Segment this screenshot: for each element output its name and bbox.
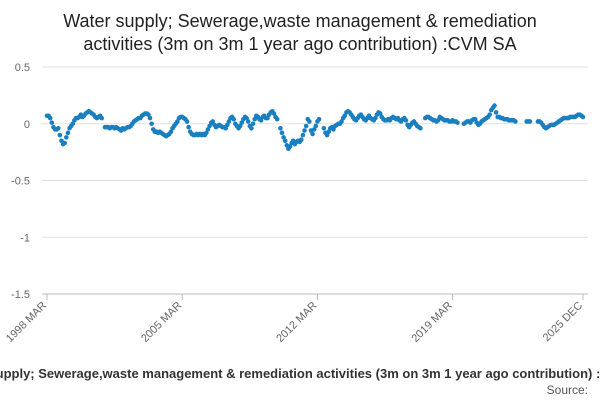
data-point — [373, 115, 378, 121]
data-point — [64, 135, 69, 140]
data-point — [49, 120, 55, 125]
data-point — [271, 111, 277, 116]
data-point — [226, 119, 232, 124]
data-point — [307, 119, 312, 124]
data-point — [455, 120, 460, 125]
data-point — [250, 121, 256, 127]
data-point — [147, 115, 153, 121]
data-point — [580, 114, 586, 120]
data-point — [239, 120, 245, 125]
data-point — [377, 111, 383, 116]
data-point — [299, 137, 304, 142]
y-tick-label: 0 — [24, 119, 30, 131]
data-point — [493, 110, 499, 115]
data-point — [487, 112, 492, 117]
chart-title: Water supply; Sewerage,waste management … — [63, 11, 537, 31]
data-point — [224, 122, 230, 128]
data-point — [403, 118, 409, 123]
data-point — [149, 121, 154, 127]
data-point — [57, 132, 63, 138]
data-point — [310, 131, 315, 137]
data-point — [324, 132, 330, 138]
data-point — [339, 119, 344, 124]
data-point — [326, 129, 331, 134]
data-point — [175, 119, 180, 124]
data-point — [316, 116, 322, 122]
data-point — [65, 130, 71, 136]
data-point — [331, 127, 336, 132]
data-point — [99, 115, 105, 121]
data-point — [168, 129, 174, 134]
data-point — [300, 132, 306, 138]
data-point — [186, 124, 191, 130]
data-point — [47, 115, 53, 121]
x-tick-label: 2005 MAR — [139, 300, 184, 345]
data-point — [279, 130, 285, 136]
data-point — [287, 144, 293, 149]
data-point — [278, 125, 283, 131]
data-point — [281, 135, 286, 140]
data-point — [527, 119, 533, 124]
data-point — [249, 125, 254, 131]
data-point — [418, 125, 423, 131]
data-point — [62, 140, 68, 146]
x-tick-label: 2019 MAR — [409, 300, 454, 345]
data-point — [311, 127, 317, 132]
data-point — [146, 112, 151, 117]
data-point — [513, 119, 518, 124]
data-point — [258, 118, 264, 123]
data-point — [223, 125, 228, 131]
legend-entry: Water supply; Sewerage,waste management … — [0, 366, 600, 381]
y-tick-label: -1.5 — [11, 289, 30, 301]
data-point — [55, 125, 61, 131]
data-point — [184, 119, 190, 124]
x-tick-label: 2025 DEC — [541, 300, 585, 344]
data-point — [321, 125, 327, 131]
data-point — [265, 115, 270, 121]
data-point — [252, 116, 257, 122]
data-point — [245, 119, 251, 124]
source: Source: — [547, 383, 588, 397]
data-point — [472, 116, 478, 122]
data-point — [244, 115, 249, 121]
data-point — [70, 121, 76, 127]
data-point — [282, 138, 288, 144]
data-point — [313, 123, 319, 129]
data-point — [435, 118, 441, 123]
data-point — [302, 128, 307, 133]
data-point — [342, 113, 348, 119]
data-point — [204, 130, 209, 136]
data-point — [231, 116, 237, 122]
x-tick-label: 1998 MAR — [4, 300, 49, 345]
data-point — [274, 116, 280, 122]
chart-title: activities (3m on 3m 1 year ago contribu… — [83, 34, 516, 54]
x-tick-label: 2012 MAR — [274, 300, 319, 345]
data-point — [492, 103, 497, 108]
data-point — [207, 123, 212, 129]
data-point — [205, 127, 211, 132]
y-tick-label: -1 — [20, 232, 30, 244]
data-point — [303, 123, 309, 129]
data-point — [59, 138, 64, 144]
y-tick-label: 0.5 — [15, 62, 30, 74]
data-point — [237, 123, 243, 129]
data-point — [210, 119, 216, 124]
y-tick-label: -0.5 — [11, 176, 30, 188]
